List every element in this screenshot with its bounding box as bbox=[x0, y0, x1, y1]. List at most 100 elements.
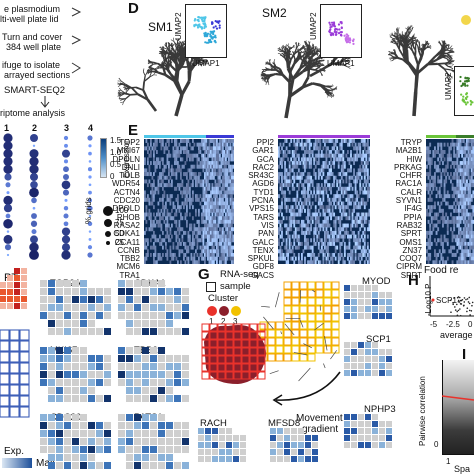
heatmap-cell bbox=[186, 212, 188, 217]
heatmap-cell bbox=[353, 172, 355, 177]
heatmap-cell bbox=[198, 219, 200, 224]
heatmap-cell bbox=[351, 139, 354, 143]
heatmap-cell bbox=[360, 197, 363, 202]
heatmap-cell bbox=[187, 168, 190, 173]
heatmap-cell bbox=[294, 150, 297, 155]
tree-branch bbox=[298, 48, 303, 51]
heatmap-cell bbox=[308, 186, 311, 191]
heatmap-cell bbox=[322, 212, 325, 217]
heatmap-cell bbox=[213, 146, 215, 151]
heatmap-cell bbox=[220, 197, 223, 202]
dot bbox=[30, 220, 38, 227]
heatmap-cell bbox=[208, 201, 211, 206]
heatmap-cell bbox=[328, 153, 331, 158]
dot bbox=[88, 160, 92, 163]
heatmap-cell bbox=[186, 150, 188, 155]
heatmap-cell bbox=[316, 142, 319, 147]
heatmap-cell bbox=[223, 234, 226, 239]
heatmap-cell bbox=[201, 197, 203, 202]
heatmap-cell bbox=[229, 157, 232, 162]
heatmap-cell bbox=[192, 194, 194, 199]
heatmap-cell bbox=[328, 205, 331, 210]
heatmap-cell bbox=[322, 208, 325, 213]
heatmap-cell bbox=[287, 186, 290, 191]
heatmap-cell bbox=[231, 190, 233, 195]
tree-branch bbox=[172, 44, 175, 47]
heatmap-cell bbox=[171, 208, 173, 213]
heatmap-cell bbox=[337, 219, 340, 224]
heatmap-cell bbox=[340, 157, 343, 162]
umap-point bbox=[459, 75, 462, 79]
dot-col-label-4: 4 bbox=[88, 123, 94, 133]
umap-point bbox=[348, 38, 351, 41]
protocol-line-2: lti-well plate lid bbox=[0, 14, 59, 24]
umap-point bbox=[199, 16, 202, 19]
heatmap-cell bbox=[301, 227, 303, 232]
heatmap-cell bbox=[316, 153, 319, 158]
heatmap-cell bbox=[231, 216, 233, 221]
heatmap-cell bbox=[319, 201, 322, 206]
heatmap-cell bbox=[166, 219, 169, 224]
heatmap-cell bbox=[328, 161, 331, 166]
heatmap-cell bbox=[307, 241, 309, 246]
tree-branch bbox=[449, 55, 452, 59]
heatmap-cell bbox=[177, 234, 179, 239]
heatmap-cell bbox=[368, 249, 370, 254]
heatmap-cell bbox=[220, 252, 223, 257]
heatmap-cell bbox=[366, 186, 369, 191]
heatmap-cell bbox=[190, 245, 193, 250]
heatmap-cell bbox=[357, 168, 360, 173]
heatmap-cell bbox=[311, 245, 314, 250]
heatmap-cell bbox=[353, 146, 355, 151]
heatmap-cell bbox=[282, 157, 285, 162]
umap-point bbox=[209, 33, 212, 36]
heatmap-cell bbox=[208, 252, 211, 257]
tree-branch bbox=[316, 64, 320, 67]
umap-point bbox=[328, 31, 332, 34]
heatmap-cell bbox=[148, 208, 151, 213]
dot bbox=[29, 149, 39, 159]
heatmap-cell bbox=[168, 150, 170, 155]
heatmap-cell bbox=[192, 256, 194, 261]
heatmap-cell bbox=[153, 260, 155, 264]
heatmap-cell bbox=[328, 208, 331, 213]
heatmap-cell bbox=[210, 227, 212, 232]
heatmap-cell bbox=[337, 227, 340, 232]
tree-branch bbox=[164, 55, 167, 59]
heatmap-cell bbox=[293, 260, 296, 264]
heatmap-cell bbox=[426, 146, 428, 151]
tree-branch bbox=[266, 63, 270, 65]
umap-point bbox=[343, 34, 346, 37]
heatmap-cell bbox=[217, 142, 220, 147]
heatmap-cell bbox=[313, 234, 316, 239]
tree-branch bbox=[306, 53, 311, 59]
heatmap-cell bbox=[301, 142, 303, 147]
heatmap-cell bbox=[195, 249, 197, 254]
tree-branch bbox=[169, 73, 179, 83]
heatmap-cell bbox=[192, 230, 194, 235]
heatmap-cell bbox=[427, 157, 430, 162]
heatmap-cell bbox=[196, 194, 199, 199]
heatmap-cell bbox=[213, 157, 215, 162]
heatmap-cell bbox=[347, 216, 349, 221]
heatmap-cell bbox=[288, 161, 291, 166]
tree-branch bbox=[299, 49, 303, 53]
heatmap-cell bbox=[144, 172, 146, 177]
heatmap-cell bbox=[228, 238, 230, 243]
heatmap-cell bbox=[204, 252, 206, 257]
heatmap-cell bbox=[202, 212, 205, 217]
dot bbox=[63, 166, 69, 173]
sm3-tree bbox=[388, 15, 471, 117]
heatmap-cell bbox=[232, 153, 234, 158]
dot bbox=[29, 164, 39, 174]
heatmap-cell bbox=[310, 216, 313, 221]
heatmap-cell bbox=[354, 223, 357, 228]
heatmap-cell bbox=[337, 172, 340, 177]
heatmap-cell bbox=[327, 241, 329, 246]
heatmap-cell bbox=[348, 238, 351, 243]
heatmap-cell bbox=[293, 241, 296, 246]
gene-label: CIPRM bbox=[396, 262, 422, 272]
heatmap-cell bbox=[284, 175, 286, 180]
heatmap-cell bbox=[222, 212, 224, 217]
heatmap-cell bbox=[177, 168, 179, 173]
